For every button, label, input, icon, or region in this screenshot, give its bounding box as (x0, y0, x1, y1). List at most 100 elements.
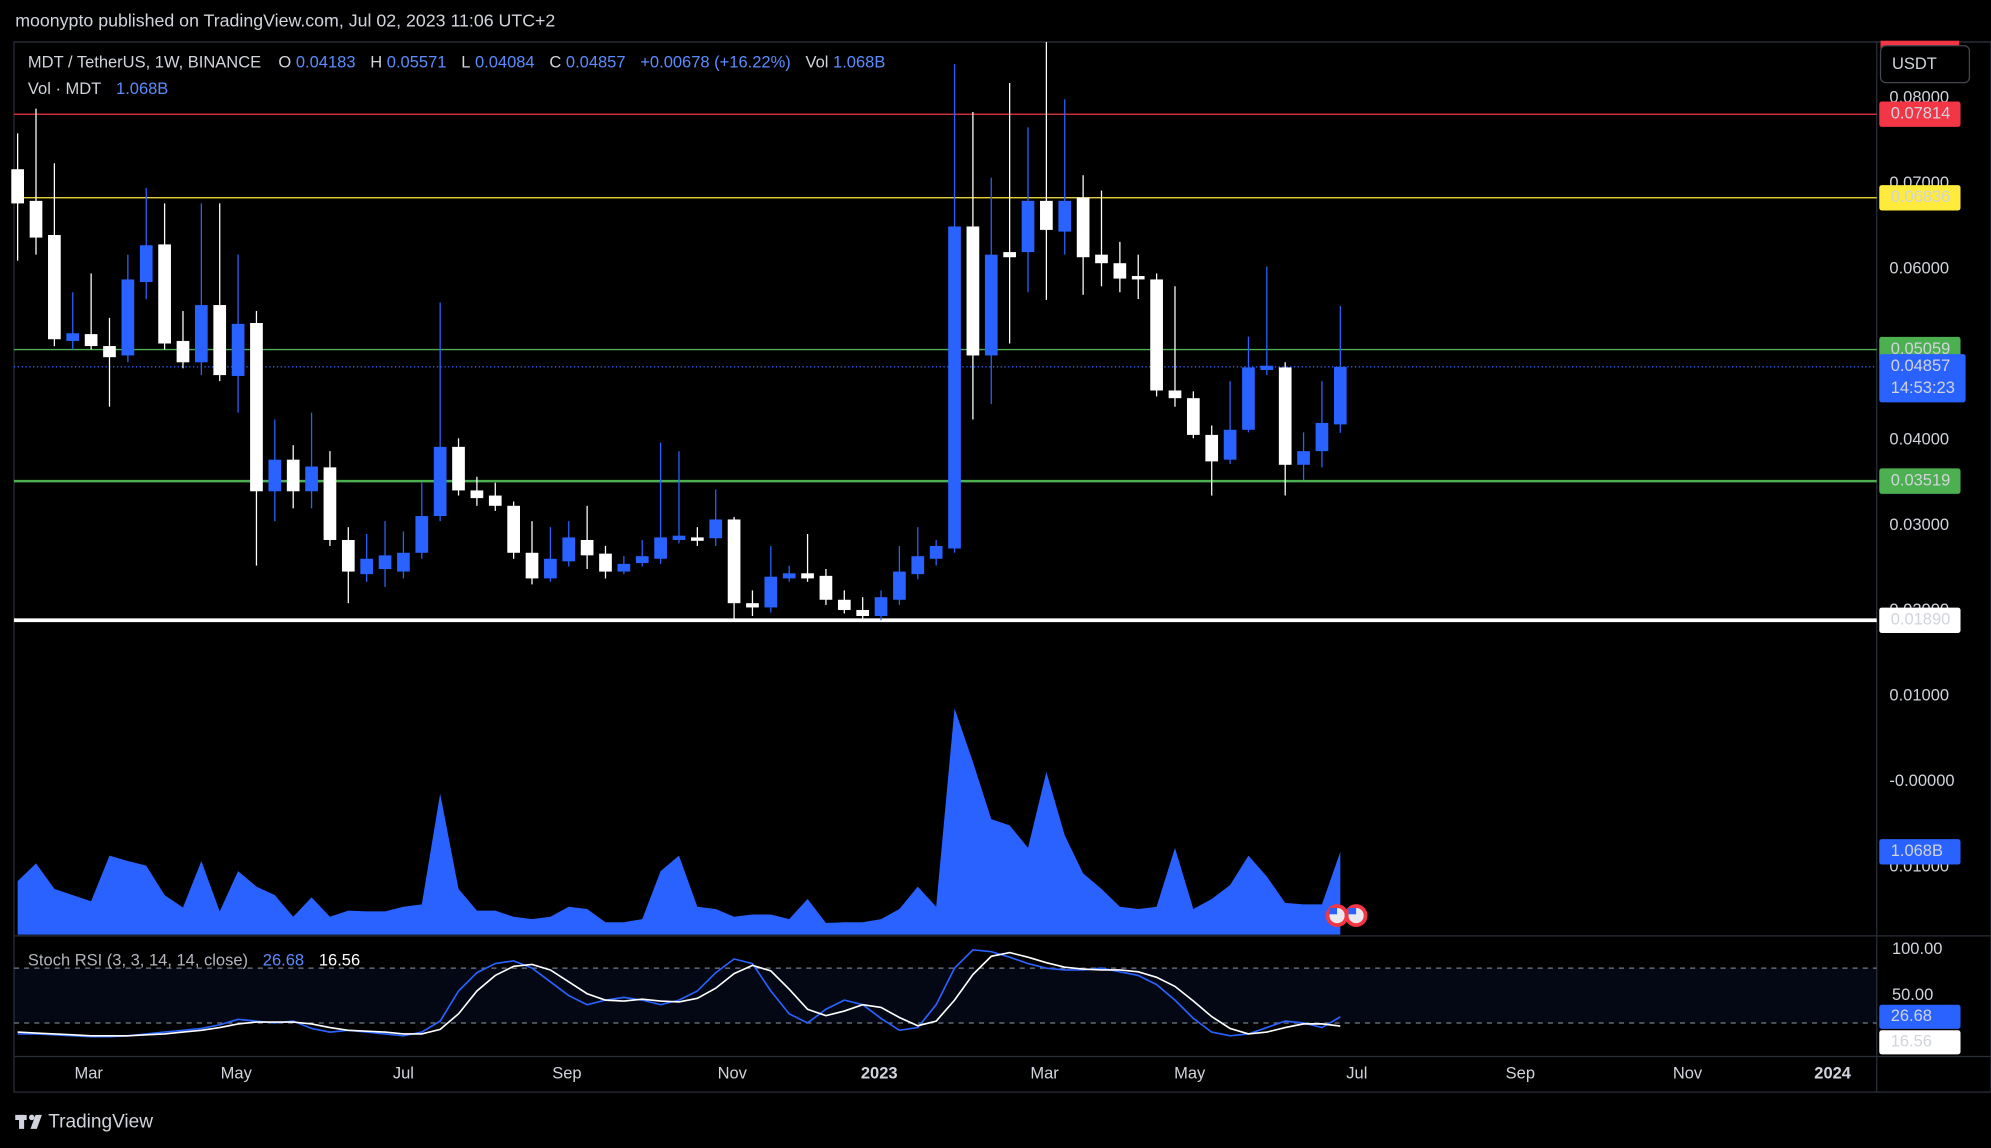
chart-frame (13, 41, 1991, 1093)
stoch-k-label: 26.68 (1891, 1007, 1932, 1025)
candle-body (11, 169, 24, 204)
candle-body (250, 323, 263, 492)
candle-body (84, 334, 98, 347)
level-label-box (1879, 185, 1961, 211)
high-value: 0.05571 (387, 54, 447, 72)
candle-body (1297, 451, 1310, 465)
candle-body (433, 446, 447, 517)
currency-label[interactable]: USDT (1892, 55, 1937, 73)
candle-body (268, 459, 282, 492)
candle-body (1113, 263, 1127, 279)
axis-layer: 0.080000.070000.060000.050000.040000.030… (75, 89, 1966, 1083)
candle-body (1021, 200, 1035, 253)
logo-part (30, 1114, 42, 1129)
brand-logo (15, 1114, 42, 1129)
stoch-line (17, 948, 1341, 1038)
candle-body (1260, 365, 1274, 370)
candle-body (1131, 276, 1145, 280)
logo-part (19, 1114, 25, 1129)
level-label-box (1879, 607, 1961, 633)
close-value: 0.04857 (566, 54, 626, 72)
volume-value: 1.068B (116, 81, 168, 99)
x-tick-label: Sep (552, 1065, 581, 1083)
stoch-tick-label: 50.00 (1892, 986, 1933, 1004)
candle-body (856, 610, 870, 616)
candle-body (360, 558, 374, 575)
stoch-d-label-box (1879, 1030, 1961, 1055)
candle-body (1333, 366, 1347, 425)
candle-body (1186, 398, 1200, 435)
symbol: MDT / TetherUS, 1W, BINANCE (28, 54, 261, 72)
candle-body (231, 323, 245, 376)
candle-body (764, 576, 778, 608)
candle-body (966, 226, 980, 356)
publish-info: moonypto published on TradingView.com, J… (15, 10, 555, 30)
candle-body (121, 279, 135, 356)
stoch-k-value: 26.68 (263, 952, 304, 970)
candle-body (1040, 200, 1053, 230)
x-tick-label: Mar (1030, 1065, 1059, 1083)
last-price-box (1879, 354, 1966, 403)
x-tick-label: Nov (1673, 1065, 1703, 1083)
candle-body (1058, 200, 1072, 232)
candle-body (709, 519, 723, 539)
candle-body (1150, 279, 1163, 391)
x-tick-label: Mar (75, 1065, 104, 1083)
high-label: H (370, 54, 382, 72)
level-label: 0.03519 (1891, 471, 1951, 489)
candle-body (507, 505, 520, 553)
volume-label-box (1879, 839, 1961, 865)
candle-body (1003, 252, 1016, 258)
low-label: L (461, 54, 470, 72)
level-label: 0.01890 (1891, 611, 1951, 629)
level-label: 0.06836 (1891, 188, 1951, 206)
candle-body (139, 245, 153, 282)
x-tick-label: 2024 (1814, 1065, 1852, 1083)
candle-body (617, 563, 631, 572)
x-tick-label: Jul (1346, 1065, 1367, 1083)
level-label: 0.07814 (1891, 105, 1951, 123)
vol-value: 1.068B (833, 54, 885, 72)
candle-body (580, 539, 594, 556)
stoch-line (17, 951, 1341, 1037)
brand-name: TradingView (48, 1112, 153, 1133)
volume-layer (17, 708, 1341, 935)
logo-part (28, 1114, 35, 1121)
candle-body (599, 553, 612, 572)
stoch-k-label-box (1879, 1004, 1961, 1029)
candle-body (801, 573, 814, 579)
candle-body (305, 466, 318, 492)
open-label: O (278, 54, 291, 72)
candle-body (286, 459, 300, 492)
candle-body (1315, 422, 1329, 452)
level-label-box (1879, 101, 1961, 127)
candle-body (525, 552, 539, 579)
level-label: 0.05059 (1891, 340, 1951, 358)
symbol-legend: MDT / TetherUS, 1W, BINANCE O 0.04183 H … (28, 54, 885, 72)
y-tick-label: 0.03000 (1889, 516, 1949, 534)
candle-body (452, 446, 465, 491)
candle-body (415, 516, 429, 553)
last-price-label: 0.04857 (1891, 357, 1951, 375)
stoch-tick-label: 100.00 (1892, 940, 1942, 958)
stoch-d-label: 16.56 (1891, 1033, 1932, 1051)
volume-label: 1.068B (1891, 842, 1943, 860)
candle-body (488, 495, 502, 506)
candle-body (323, 467, 337, 540)
flag-icon-canton (1348, 907, 1357, 915)
stoch-band (13, 968, 1877, 1023)
currency-button[interactable] (1879, 45, 1971, 84)
candle-body (1242, 367, 1255, 430)
candle-body (544, 558, 557, 579)
price-layer (11, 41, 1877, 1038)
candle-body (782, 573, 796, 579)
level-label-box (1879, 468, 1961, 494)
x-tick-label: May (1174, 1065, 1206, 1083)
candle-body (29, 200, 43, 238)
candle-body (562, 537, 576, 562)
y-tick-label: 0.04000 (1889, 430, 1949, 448)
change: +0.00678 (+16.22%) (640, 54, 790, 72)
x-tick-label: Nov (718, 1065, 748, 1083)
candle-body (48, 235, 61, 340)
y-tick-label: -0.00000 (1889, 772, 1954, 790)
